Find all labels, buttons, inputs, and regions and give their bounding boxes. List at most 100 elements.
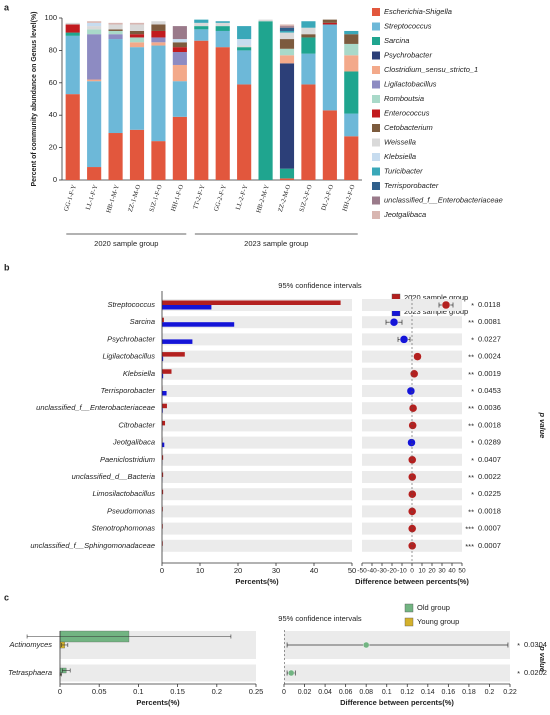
legend-label: Klebsiella xyxy=(384,152,416,161)
diff-x-tick-label: -30 xyxy=(377,568,387,575)
bar-segment xyxy=(194,26,209,30)
row-band xyxy=(162,419,352,432)
bar-segment xyxy=(237,26,252,40)
legend-swatch xyxy=(372,22,380,31)
diff-x-tick-label: 50 xyxy=(458,568,466,575)
x-tick-label: 10 xyxy=(196,566,204,575)
diff-x-axis-label: Difference between percents(%) xyxy=(340,698,454,707)
legend-label: 2023 sample group xyxy=(404,307,468,316)
legend-label: Clostridium_sensu_stricto_1 xyxy=(384,65,478,74)
category-label: Terrisporobacter xyxy=(101,386,156,395)
bar-segment xyxy=(65,32,80,36)
category-label: unclassified_f__Enterobacteriaceae xyxy=(36,403,155,412)
legend-swatch xyxy=(372,196,380,205)
significance: ** xyxy=(468,318,474,327)
diff-x-tick-label: 0.22 xyxy=(503,689,517,696)
significance: *** xyxy=(465,525,474,534)
category-label: Tetrasphaera xyxy=(8,668,52,677)
bar-segment xyxy=(279,39,295,49)
x-tick-label: HH-2-F-O xyxy=(341,184,356,213)
bar-segment xyxy=(322,110,337,180)
x-tick-label: GG-2-F-Y xyxy=(213,184,228,213)
bar-segment xyxy=(108,39,123,134)
bar-segment xyxy=(172,52,187,65)
diff-x-tick-label: -50 xyxy=(357,568,367,575)
legend-label: Romboutsia xyxy=(384,94,424,103)
x-tick-label: HB-1-M-Y xyxy=(105,184,121,214)
row-band xyxy=(284,664,510,682)
significance: * xyxy=(471,456,474,465)
bar-segment xyxy=(87,167,102,180)
row-band xyxy=(162,505,352,518)
p-value: 0.0024 xyxy=(478,352,501,361)
bar-segment xyxy=(129,42,145,48)
bar-segment xyxy=(108,30,123,35)
bar xyxy=(162,455,164,460)
row-band xyxy=(362,316,462,329)
significance: ** xyxy=(468,421,474,430)
legend-label: Terrisporobacter xyxy=(384,181,439,190)
bar-segment xyxy=(215,22,230,27)
bar-segment xyxy=(279,178,295,180)
bar-segment xyxy=(322,19,337,23)
row-band xyxy=(162,436,352,449)
p-label: p value xyxy=(538,645,547,672)
bar-segment xyxy=(108,29,123,31)
bar-segment xyxy=(301,21,316,28)
bar-segment xyxy=(322,24,337,111)
legend-swatch xyxy=(372,80,380,89)
bar-segment xyxy=(108,34,123,40)
p-value: 0.0007 xyxy=(478,541,501,550)
diff-x-tick-label: 0.1 xyxy=(382,689,392,696)
bar-segment xyxy=(108,24,123,30)
legend-label: Escherichia-Shigella xyxy=(384,7,452,16)
panel-letter: b xyxy=(4,262,10,272)
row-band xyxy=(162,522,352,535)
p-value: 0.0225 xyxy=(478,489,501,498)
bar-segment xyxy=(215,47,230,180)
bar-segment xyxy=(172,26,187,40)
diff-x-tick-label: 0.02 xyxy=(298,689,312,696)
diff-point xyxy=(410,369,419,378)
bar xyxy=(162,472,164,477)
legend-swatch xyxy=(372,8,380,16)
bar-segment xyxy=(279,32,295,40)
legend-label: Streptococcus xyxy=(384,21,432,30)
bar-segment xyxy=(279,27,295,31)
legend-swatch xyxy=(404,617,414,627)
row-band xyxy=(60,664,256,682)
legend-label: Sarcina xyxy=(384,36,409,45)
bar xyxy=(162,420,166,426)
bar-segment xyxy=(87,26,102,30)
x-axis-label: Percents(%) xyxy=(136,698,180,707)
bar xyxy=(162,369,172,374)
diff-x-tick-label: 0.04 xyxy=(318,689,332,696)
legend-swatch xyxy=(372,138,380,147)
bar-segment xyxy=(215,26,230,31)
ci-label: 95% confidence intervals xyxy=(278,281,362,290)
bar-segment xyxy=(301,27,316,35)
legend-swatch xyxy=(372,95,380,103)
bar-segment xyxy=(129,22,145,25)
diff-x-axis-label: Difference between percents(%) xyxy=(355,577,469,586)
bar xyxy=(162,373,164,379)
significance: * xyxy=(471,301,474,310)
diff-x-tick-label: 40 xyxy=(448,568,456,575)
category-label: Jeotgalibaca xyxy=(112,438,155,447)
diff-x-tick-label: 10 xyxy=(418,568,426,575)
p-label: p value xyxy=(538,411,547,438)
bar-segment xyxy=(344,136,359,180)
category-label: unclassified_d__Bacteria xyxy=(72,472,155,481)
x-tick-label: 0.25 xyxy=(249,687,264,696)
diff-point xyxy=(362,641,370,649)
legend-label: Old group xyxy=(417,603,450,612)
x-tick-label: ZZ-2-M-O xyxy=(277,184,292,213)
bar-segment xyxy=(151,141,166,180)
p-value: 0.0304 xyxy=(524,640,547,649)
bar-segment xyxy=(172,64,187,82)
bar-segment xyxy=(301,37,316,54)
bar-segment xyxy=(129,34,145,38)
p-value: 0.0118 xyxy=(478,300,500,309)
bar-segment xyxy=(65,22,80,25)
